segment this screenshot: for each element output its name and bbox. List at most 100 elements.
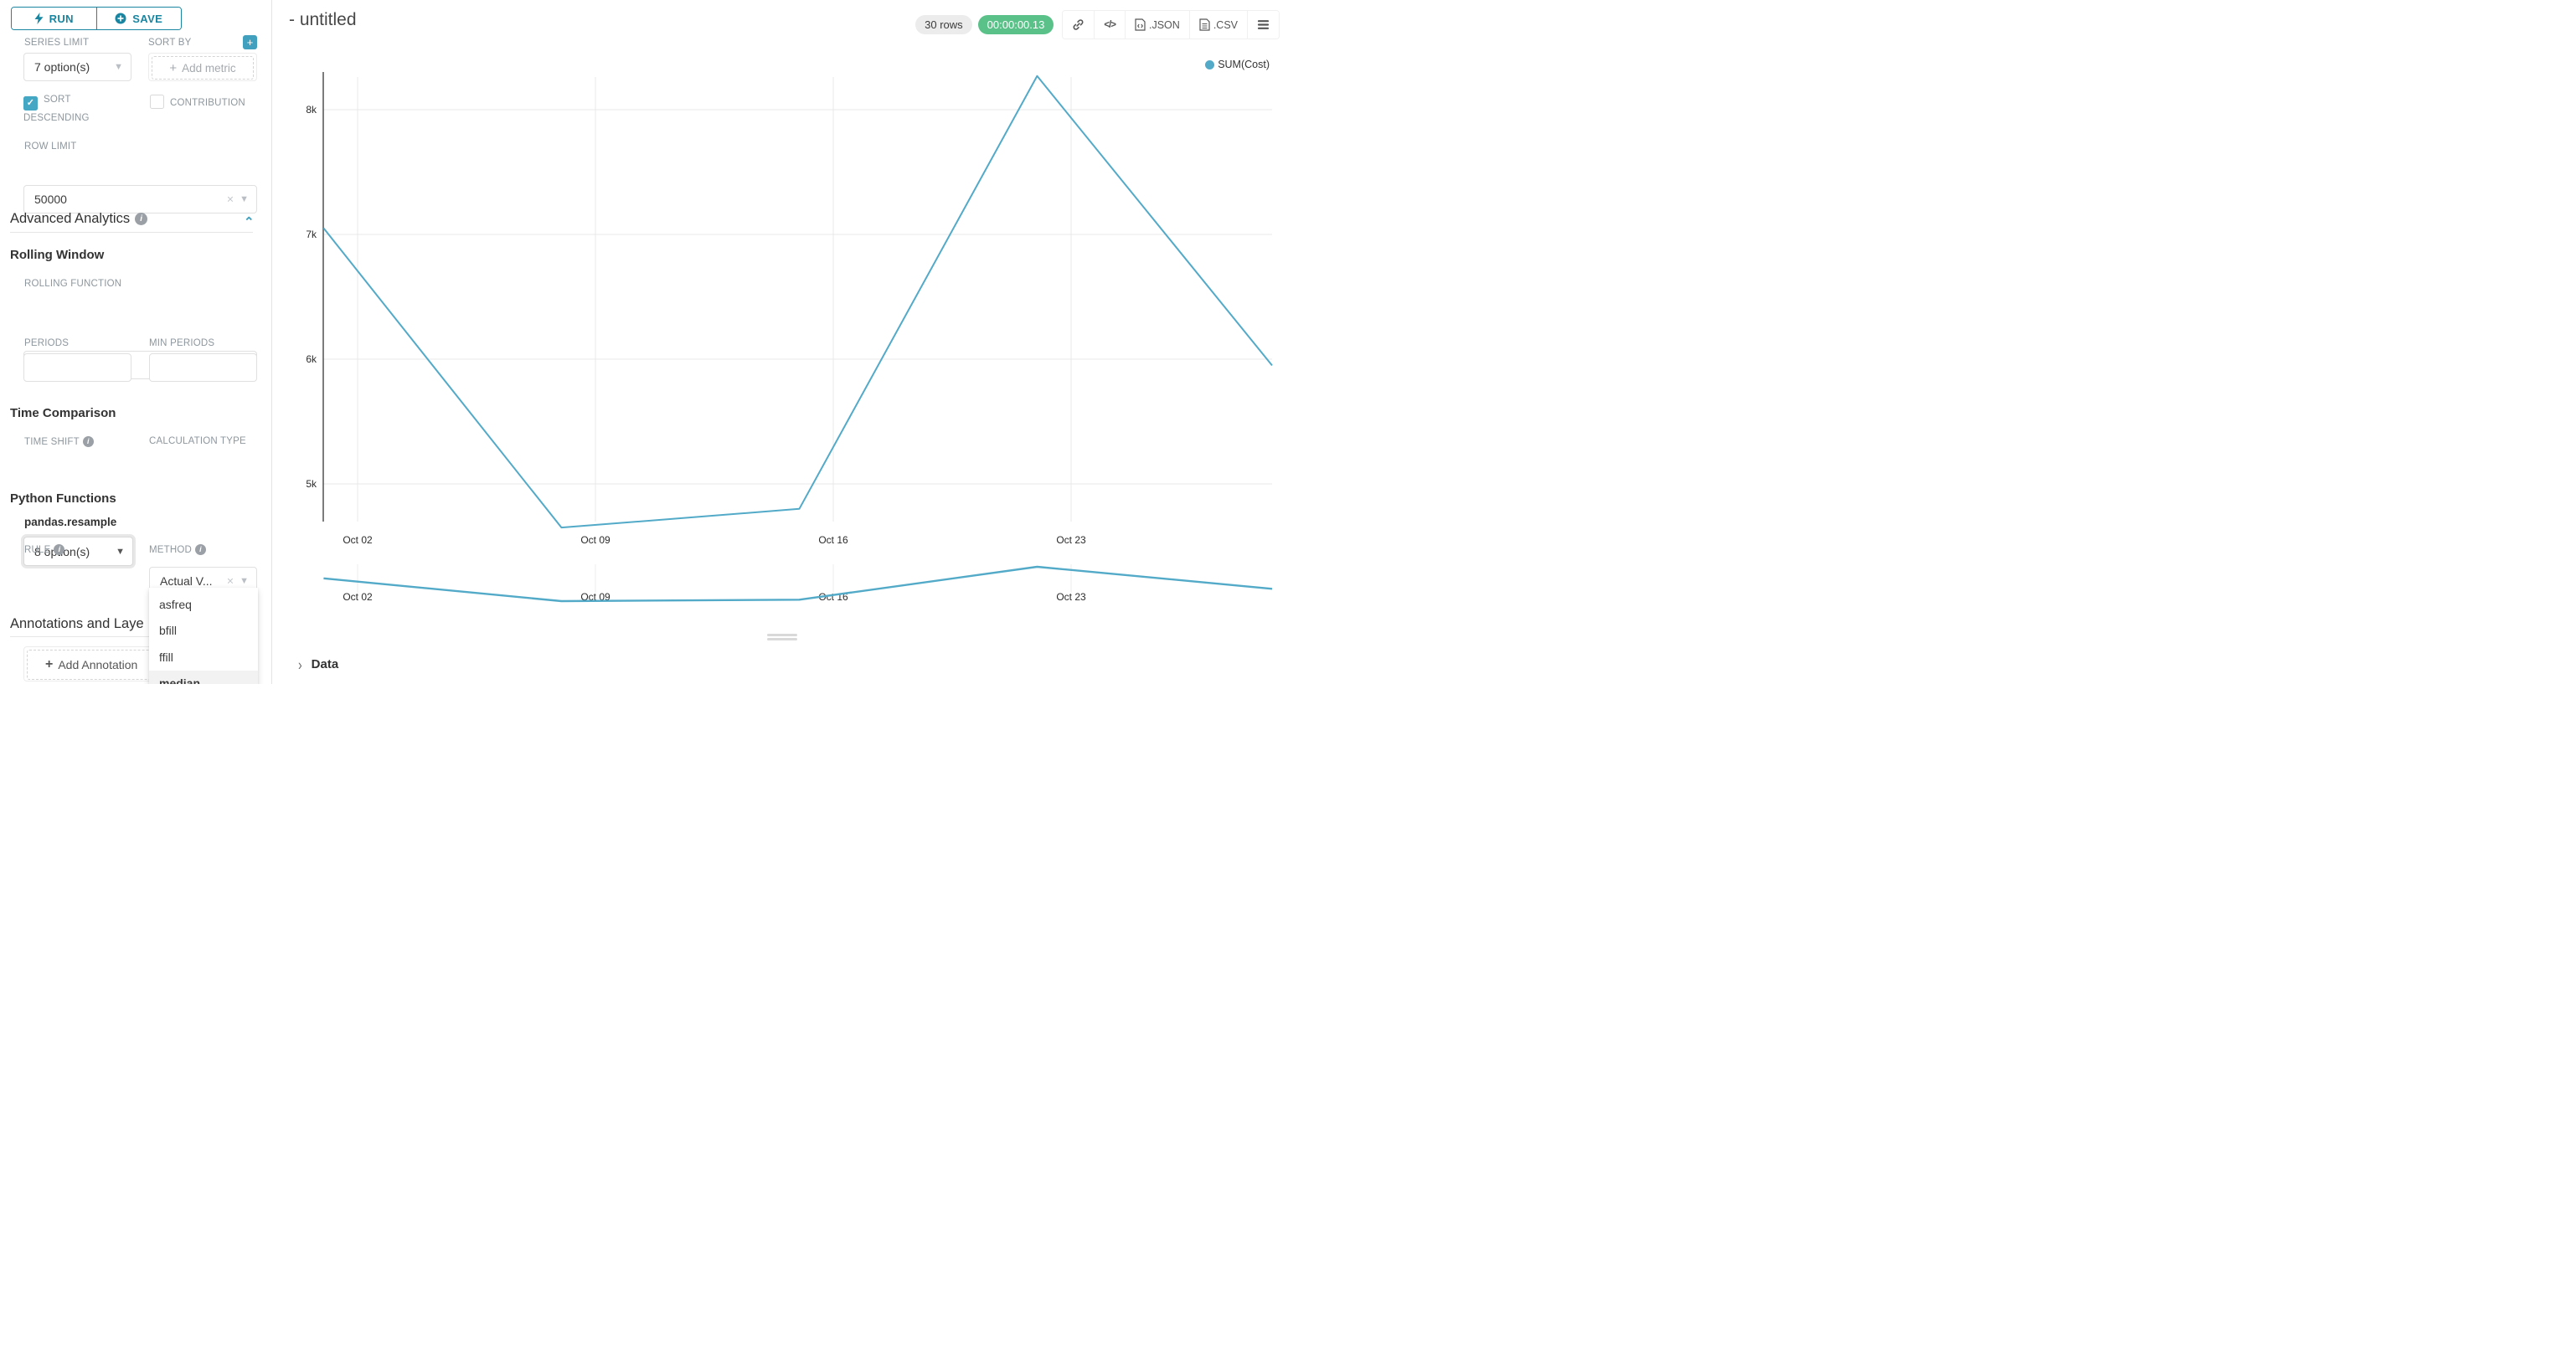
method-option[interactable]: median (149, 670, 258, 684)
contribution-control: CONTRIBUTION (150, 95, 267, 111)
sort-by-placeholder: Add metric (182, 61, 236, 75)
svg-text:Oct 02: Oct 02 (343, 591, 373, 603)
save-label: SAVE (132, 12, 163, 25)
run-label: RUN (49, 12, 74, 25)
svg-text:Oct 09: Oct 09 (580, 591, 611, 603)
data-panel-header[interactable]: › Data (298, 656, 339, 673)
pandas-resample-title: pandas.resample (24, 516, 117, 528)
chevron-down-icon: ▼ (240, 193, 249, 204)
more-options-button[interactable] (1247, 11, 1279, 39)
contribution-label: CONTRIBUTION (170, 98, 245, 108)
chevron-down-icon: ▼ (114, 61, 123, 72)
chart-title[interactable]: - untitled (289, 10, 357, 29)
line-chart[interactable]: 8k 7k 6k 5k Oct 02 Oct 09 Oct 16 Oct 23 Oct 02 Oc… (271, 0, 1288, 624)
contribution-checkbox[interactable] (150, 95, 164, 109)
series-limit-value: 7 option(s) (34, 60, 90, 74)
time-shift-select[interactable]: 8 option(s) ▼ (23, 537, 133, 566)
svg-text:Oct 09: Oct 09 (580, 534, 611, 546)
export-json-label: .JSON (1149, 18, 1180, 31)
menu-icon (1257, 20, 1270, 29)
save-button[interactable]: SAVE (95, 8, 181, 29)
plus-icon: + (169, 60, 178, 75)
lightning-icon (34, 13, 44, 24)
info-icon[interactable]: i (135, 213, 148, 225)
legend-marker-icon (1205, 59, 1215, 69)
json-file-icon (1135, 18, 1146, 31)
svg-text:Oct 16: Oct 16 (818, 534, 848, 546)
time-comparison-title: Time Comparison (10, 406, 116, 420)
clear-icon[interactable]: × (226, 573, 234, 588)
sort-by-dropzone[interactable]: + Add metric (148, 53, 257, 81)
data-panel-label: Data (311, 657, 339, 671)
periods-input[interactable] (23, 353, 131, 382)
series-limit-select[interactable]: 7 option(s) ▼ (23, 53, 131, 81)
method-dropdown-menu: asfreq bfill ffill median (149, 588, 258, 684)
run-save-group: RUN SAVE (11, 7, 182, 30)
method-option[interactable]: bfill (159, 624, 178, 638)
advanced-analytics-header[interactable]: Advanced Analytics i (10, 211, 148, 227)
info-icon[interactable]: i (195, 544, 207, 555)
add-annotation-label: Add Annotation (58, 658, 138, 671)
min-periods-label: MIN PERIODS (149, 338, 215, 348)
csv-file-icon (1199, 18, 1210, 31)
svg-text:6k: 6k (306, 353, 317, 365)
time-shift-label: TIME SHIFT i (24, 436, 94, 447)
panel-resize-handle[interactable] (767, 634, 797, 642)
row-count-badge: 30 rows (915, 15, 972, 34)
method-option[interactable]: ffill (159, 650, 173, 664)
row-limit-label: ROW LIMIT (24, 141, 77, 152)
info-icon[interactable]: i (54, 544, 65, 555)
chevron-right-icon: › (298, 656, 302, 673)
rule-label: RULE i (24, 544, 65, 555)
periods-label: PERIODS (24, 338, 70, 348)
svg-text:8k: 8k (306, 104, 317, 116)
sort-descending-control: ✓ SORT DESCENDING (23, 92, 134, 126)
rolling-function-label: ROLLING FUNCTION (24, 279, 122, 289)
explore-view: RUN SAVE SERIES LIMIT 7 option(s) ▼ SORT… (0, 0, 1288, 684)
advanced-analytics-title: Advanced Analytics (10, 211, 131, 226)
chart-panel: - untitled 30 rows 00:00:00.13 </> .JSON (271, 0, 1288, 684)
export-csv-button[interactable]: .CSV (1188, 11, 1247, 39)
sort-by-label: SORT BY (148, 38, 192, 48)
copy-link-button[interactable] (1063, 11, 1095, 39)
export-toolbar: </> .JSON .CSV (1062, 10, 1280, 39)
method-option[interactable]: asfreq (159, 597, 192, 611)
method-label: METHOD i (149, 544, 207, 555)
svg-text:7k: 7k (306, 229, 317, 240)
calculation-type-value: Actual V... (160, 574, 213, 588)
chevron-down-icon: ▼ (240, 575, 249, 586)
code-icon: </> (1104, 19, 1116, 30)
svg-text:Oct 23: Oct 23 (1056, 534, 1086, 546)
chart-legend[interactable]: SUM(Cost) (1205, 59, 1270, 70)
export-csv-label: .CSV (1213, 18, 1238, 31)
legend-label: SUM(Cost) (1218, 59, 1270, 70)
chart-header-actions: 30 rows 00:00:00.13 </> .JSON (915, 10, 1280, 39)
controls-sidebar: RUN SAVE SERIES LIMIT 7 option(s) ▼ SORT… (0, 0, 272, 684)
calculation-type-label: CALCULATION TYPE (149, 436, 246, 446)
add-sort-metric-button[interactable]: + (243, 35, 257, 49)
rolling-window-title: Rolling Window (10, 248, 105, 262)
info-icon[interactable]: i (82, 436, 94, 447)
collapse-section-icon[interactable]: ⌃ (244, 215, 255, 229)
embed-code-button[interactable]: </> (1094, 11, 1125, 39)
svg-text:Oct 23: Oct 23 (1056, 591, 1086, 603)
svg-text:Oct 02: Oct 02 (343, 534, 373, 546)
run-button[interactable]: RUN (12, 8, 96, 29)
clear-icon[interactable]: × (226, 192, 234, 206)
export-json-button[interactable]: .JSON (1125, 11, 1189, 39)
row-limit-select[interactable]: 50000 × ▼ (23, 185, 257, 213)
sort-descending-label: SORT DESCENDING (23, 95, 90, 123)
annotations-title: Annotations and Laye (10, 616, 144, 631)
plus-circle-icon (115, 13, 126, 24)
query-timer-badge: 00:00:00.13 (977, 15, 1054, 34)
min-periods-input[interactable] (149, 353, 257, 382)
section-divider (10, 636, 253, 637)
sort-descending-checkbox[interactable]: ✓ (23, 96, 38, 111)
series-limit-label: SERIES LIMIT (24, 38, 90, 48)
section-divider (10, 232, 253, 233)
link-icon (1073, 19, 1084, 30)
chevron-down-icon: ▼ (116, 546, 125, 557)
plus-icon: + (45, 657, 54, 671)
row-limit-value: 50000 (34, 193, 67, 206)
add-annotation-button[interactable]: + Add Annotation (23, 646, 257, 681)
